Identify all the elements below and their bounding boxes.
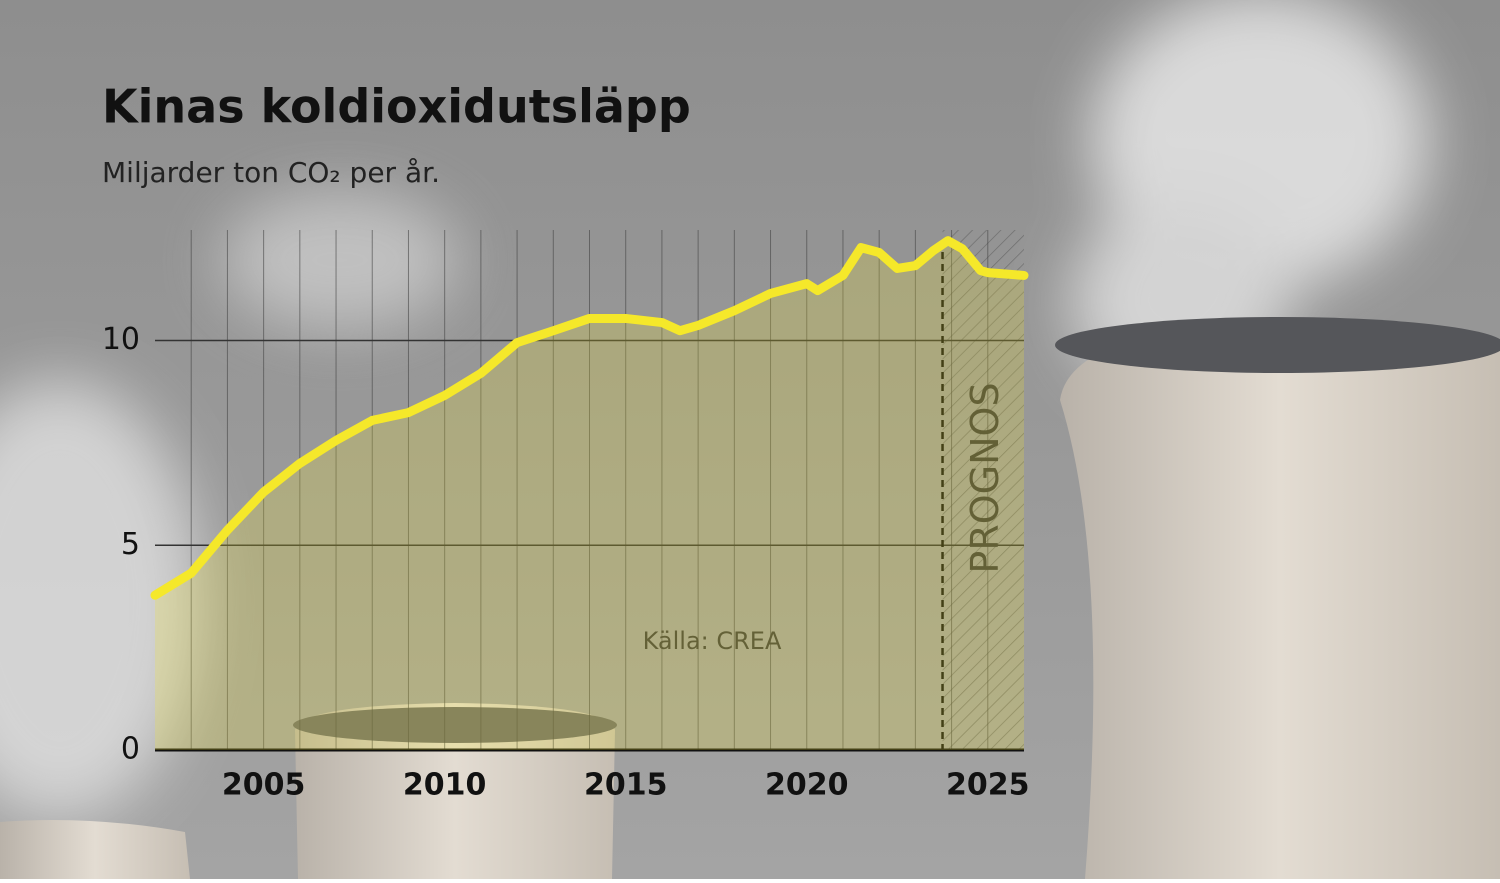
x-tick-label: 2010: [403, 768, 487, 803]
chart-subtitle: Miljarder ton CO₂ per år.: [102, 156, 440, 189]
chart-title: Kinas koldioxidutsläpp: [102, 80, 691, 134]
y-tick-label: 0: [121, 732, 140, 767]
y-tick-label: 10: [102, 322, 140, 357]
forecast-label: PROGNOS: [963, 382, 1007, 573]
line: [150, 236, 1029, 600]
x-tick-label: 2020: [765, 768, 849, 803]
forecast-area: [942, 230, 1024, 750]
area: [155, 240, 1024, 750]
cooling-towers: [0, 317, 1500, 879]
x-tick-label: 2015: [584, 768, 668, 803]
x-tick-label: 2025: [946, 768, 1030, 803]
y-tick-label: 5: [121, 527, 140, 562]
source: Källa: CREA: [643, 627, 782, 655]
x-tick-label: 2005: [222, 768, 306, 803]
